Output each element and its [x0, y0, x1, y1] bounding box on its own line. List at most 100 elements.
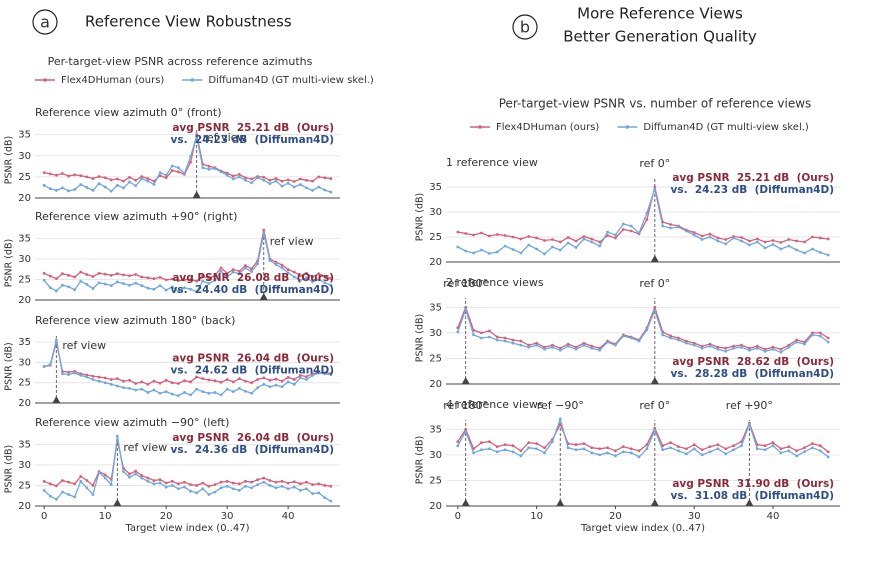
chart-title: 1 reference view	[446, 156, 538, 169]
point	[237, 272, 241, 276]
point	[716, 345, 720, 349]
point	[207, 276, 211, 280]
point	[61, 283, 64, 287]
point	[700, 238, 704, 241]
point	[244, 479, 247, 483]
point	[590, 451, 594, 455]
point	[456, 444, 460, 448]
point	[262, 376, 266, 380]
point	[606, 230, 609, 234]
point	[128, 387, 131, 390]
y-tick-label: 30	[18, 151, 31, 162]
point	[582, 341, 586, 345]
point	[298, 376, 302, 380]
point	[140, 177, 144, 180]
y-tick-label: 20	[429, 501, 442, 512]
point	[621, 228, 625, 231]
point	[85, 282, 89, 286]
point	[684, 452, 688, 456]
point	[724, 238, 728, 241]
point	[97, 470, 101, 474]
point	[692, 443, 696, 447]
point	[487, 440, 491, 443]
point	[128, 472, 131, 476]
point	[207, 282, 211, 285]
point	[614, 454, 617, 458]
point	[280, 184, 284, 188]
point	[225, 173, 229, 177]
avg-label: avg PSNR 26.04 dB (Ours)	[172, 353, 334, 365]
point	[464, 307, 468, 311]
chart-title: 4 reference views	[446, 398, 544, 411]
point	[152, 277, 156, 281]
y-tick-label: 30	[18, 357, 31, 368]
point	[519, 454, 523, 458]
point	[543, 252, 546, 256]
point	[115, 272, 119, 276]
point	[811, 333, 814, 337]
legend-label: Flex4DHuman (ours)	[496, 122, 599, 133]
point	[740, 239, 743, 243]
point	[189, 278, 192, 281]
point	[464, 427, 468, 431]
point	[519, 237, 523, 241]
y-tick-label: 25	[18, 480, 31, 491]
point	[550, 343, 554, 347]
point	[42, 488, 46, 492]
point	[103, 376, 107, 380]
point	[219, 393, 223, 397]
y-tick-label: 20	[18, 295, 31, 306]
point	[795, 248, 799, 252]
point	[91, 374, 95, 378]
point	[317, 491, 321, 495]
point	[543, 347, 546, 351]
x-tick-label: 30	[221, 511, 234, 522]
point	[818, 331, 822, 335]
point	[48, 286, 52, 290]
point	[495, 450, 499, 454]
point	[795, 340, 799, 344]
point	[286, 380, 290, 384]
point	[201, 279, 205, 283]
ref-marker	[259, 293, 268, 300]
legend-marker	[190, 78, 195, 82]
point	[747, 422, 751, 426]
point	[700, 453, 704, 457]
point	[653, 187, 657, 191]
point	[582, 237, 586, 241]
point	[128, 283, 131, 287]
point	[176, 487, 180, 491]
point	[645, 218, 649, 221]
point	[286, 481, 290, 485]
point	[311, 483, 314, 487]
point	[170, 169, 174, 172]
point	[472, 233, 475, 237]
point	[79, 479, 83, 483]
y-axis-label: PSNR (dB)	[4, 136, 15, 184]
point	[305, 271, 308, 275]
point	[590, 346, 594, 350]
y-axis-label: PSNR (dB)	[4, 239, 15, 287]
point	[740, 345, 743, 349]
point	[67, 273, 70, 277]
point	[73, 173, 77, 177]
point	[724, 349, 728, 353]
point	[456, 230, 460, 234]
point	[503, 339, 507, 343]
point	[244, 389, 247, 393]
point	[140, 387, 144, 391]
point	[740, 444, 743, 448]
point	[42, 479, 46, 483]
point	[472, 251, 475, 255]
point	[48, 274, 52, 278]
panel-badge	[512, 14, 538, 40]
point	[219, 486, 223, 490]
point	[677, 225, 680, 229]
point	[225, 484, 229, 488]
point	[323, 281, 327, 285]
point	[134, 273, 138, 276]
point	[122, 186, 125, 190]
y-tick-label: 35	[18, 130, 31, 141]
point	[535, 341, 539, 345]
point	[195, 375, 199, 379]
